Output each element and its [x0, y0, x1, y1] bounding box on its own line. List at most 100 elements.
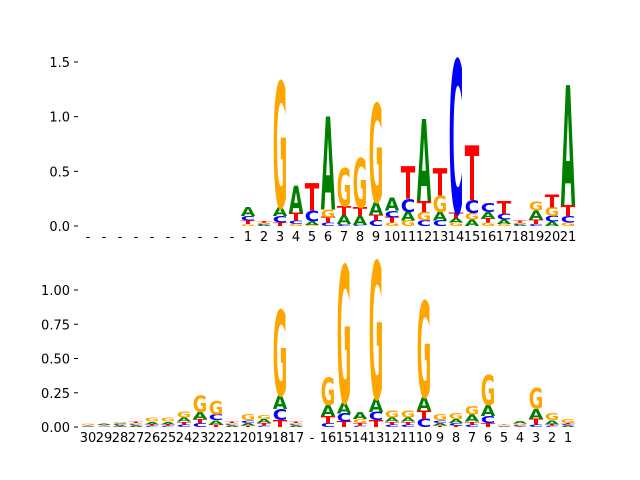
logo-letter: A: [113, 425, 128, 427]
x-tick-label: -: [150, 230, 155, 245]
logo-letter: A: [177, 417, 192, 424]
logo-letter: A: [209, 419, 224, 426]
x-tick-label: 10: [384, 230, 401, 245]
x-tick-label: 23: [192, 431, 209, 446]
logo-letter: T: [241, 220, 256, 225]
logo-letter: T: [417, 409, 432, 422]
logo-letter: C: [289, 220, 304, 225]
logo-letter: A: [401, 417, 416, 424]
logo-letter: A: [257, 225, 273, 227]
logo-letter: C: [273, 215, 287, 226]
logo-letter: C: [161, 425, 175, 427]
logo-letter: C: [177, 424, 192, 428]
logo-letter: C: [257, 425, 271, 427]
x-tick-label: 19: [256, 431, 273, 446]
logo-letter: G: [129, 422, 144, 424]
logo-letter: A: [145, 421, 160, 425]
logo-letter: T: [353, 206, 368, 220]
logo-letter: C: [353, 225, 367, 227]
logo-letter: G: [417, 276, 431, 429]
logo-letter: T: [177, 421, 192, 425]
x-tick-label: -: [134, 230, 139, 245]
logo-letter: T: [145, 424, 160, 426]
logo-letter: C: [449, 20, 463, 264]
logo-letter: C: [513, 224, 527, 226]
logo-letter: A: [385, 195, 400, 216]
logo-letter: G: [353, 418, 367, 424]
logo-letter: G: [401, 409, 415, 420]
logo-letter: T: [337, 420, 352, 429]
logo-letter: C: [545, 425, 559, 427]
logo-letter: T: [465, 130, 480, 217]
logo-letter: G: [257, 222, 271, 224]
logo-letter: T: [401, 158, 416, 210]
logo-letter: C: [529, 223, 543, 226]
logo-letter: A: [225, 425, 240, 427]
x-tick-label: -: [182, 230, 187, 245]
logo-letter: G: [513, 222, 527, 224]
logo-letter: T: [513, 220, 528, 224]
logo-letter: G: [337, 159, 351, 219]
logo-letter: C: [497, 212, 511, 221]
x-tick-label: 25: [160, 431, 177, 446]
x-tick-label: 13: [432, 230, 449, 245]
logo-letter: C: [529, 424, 544, 428]
y-tick-label: 0.75: [41, 318, 70, 333]
x-tick-label: 24: [176, 431, 193, 446]
logo-letter: C: [513, 425, 527, 427]
x-tick-label: 15: [464, 230, 481, 245]
logo-letter: G: [465, 212, 479, 222]
logo-letter: A: [433, 209, 448, 223]
logo-letter: G: [161, 417, 175, 423]
logo-letter: C: [273, 407, 287, 424]
logo-letter: C: [113, 423, 127, 425]
logo-letter: G: [273, 47, 287, 248]
logo-letter: T: [561, 423, 576, 425]
logo-letter: G: [321, 209, 335, 221]
y-tick-label: 1.0: [49, 111, 70, 126]
x-tick-label: 2: [548, 431, 556, 446]
logo-letter: T: [497, 424, 513, 425]
x-tick-label: 11: [400, 230, 417, 245]
logo-letter: A: [529, 407, 544, 422]
logo-letter: G: [385, 222, 399, 227]
logo-letter: C: [401, 196, 415, 217]
x-tick-label: 6: [484, 431, 492, 446]
logo-letter: A: [257, 418, 272, 425]
logo-letter: C: [241, 420, 256, 424]
logo-letter: C: [465, 197, 479, 218]
logo-letter: C: [97, 426, 112, 427]
logo-letter: T: [225, 421, 240, 423]
logo-letter: A: [321, 403, 336, 421]
logo-letter: G: [289, 223, 303, 227]
logo-letter: T: [497, 198, 512, 219]
logo-letter: A: [81, 426, 97, 427]
y-tick-label: 1.5: [49, 56, 70, 71]
logo-letter: G: [241, 414, 255, 423]
logo-letter: A: [97, 423, 112, 425]
logo-letter: A: [497, 426, 513, 427]
logo-letter: G: [193, 391, 207, 418]
logo-letter: C: [193, 422, 207, 428]
x-tick-label: 1: [564, 431, 572, 446]
logo-letter: C: [561, 215, 575, 226]
logo-letter: A: [545, 221, 560, 228]
logo-letter: G: [209, 398, 224, 420]
logo-letter: A: [337, 212, 352, 226]
logo-letter: C: [337, 411, 351, 424]
logo-letter: T: [257, 221, 273, 223]
logo-letter: C: [209, 413, 224, 422]
logo-letter: A: [369, 396, 384, 417]
logo-letter: G: [113, 422, 128, 424]
logo-letter: T: [513, 426, 529, 427]
logo-letter: A: [417, 96, 431, 227]
logo-letter: G: [497, 425, 511, 426]
logo-letter: A: [481, 210, 496, 220]
x-tick-label: -: [86, 230, 91, 245]
logo-letter: G: [273, 288, 287, 424]
logo-letter: T: [337, 205, 352, 219]
logo-letter: C: [257, 224, 271, 226]
logo-letter: T: [273, 222, 288, 227]
logo-letter: T: [353, 422, 368, 426]
logo-letter: C: [81, 426, 96, 427]
